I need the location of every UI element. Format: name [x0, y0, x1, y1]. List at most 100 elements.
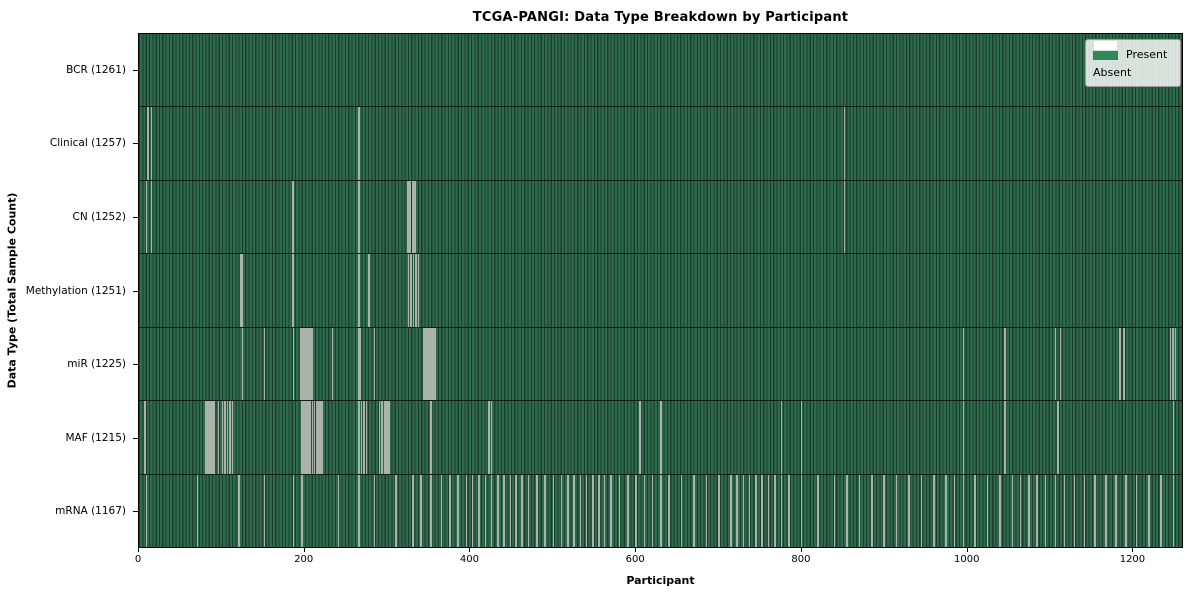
y-tick-mark: [133, 511, 138, 513]
absent-mark: [603, 474, 606, 547]
absent-mark: [1063, 474, 1066, 547]
y-tick-mark: [133, 143, 138, 145]
absent-mark: [409, 180, 412, 254]
absent-mark: [427, 327, 430, 401]
absent-mark: [755, 474, 757, 547]
absent-mark: [414, 180, 417, 254]
absent-mark: [1083, 474, 1086, 547]
absent-mark: [1054, 474, 1057, 547]
absent-mark: [521, 474, 523, 547]
absent-mark: [417, 254, 420, 327]
absent-mark: [717, 474, 720, 547]
absent-mark: [308, 327, 311, 401]
absent-mark: [1004, 327, 1006, 401]
absent-mark: [573, 474, 575, 547]
absent-mark: [407, 254, 410, 327]
absent-mark: [309, 401, 311, 474]
absent-mark: [974, 474, 976, 547]
absent-mark: [490, 474, 493, 547]
absent-mark: [388, 401, 391, 474]
absent-mark: [817, 474, 819, 547]
absent-mark: [434, 327, 436, 401]
absent-mark: [1124, 474, 1127, 547]
row-cn: [139, 180, 1182, 255]
absent-mark: [800, 401, 803, 474]
absent-mark: [660, 401, 662, 474]
absent-mark: [430, 327, 433, 401]
absent-mark: [643, 474, 646, 547]
y-tick-mark: [133, 216, 138, 218]
legend-entry-absent: Absent: [1093, 40, 1173, 81]
row-mir: [139, 327, 1182, 402]
absent-mark: [1172, 474, 1175, 547]
absent-mark: [378, 401, 381, 474]
absent-mark: [217, 401, 220, 474]
absent-mark: [953, 474, 956, 547]
absent-mark: [484, 474, 487, 547]
absent-mark: [363, 401, 365, 474]
absent-mark: [263, 327, 266, 401]
x-tick-label: 800: [791, 554, 811, 565]
absent-mark: [478, 474, 480, 547]
absent-mark: [780, 474, 783, 547]
absent-mark: [301, 401, 303, 474]
y-tick-mark: [133, 69, 138, 71]
absent-mark: [843, 107, 846, 180]
x-tick-label: 0: [134, 554, 142, 565]
absent-mark: [205, 401, 207, 474]
absent-mark: [552, 474, 555, 547]
absent-mark: [767, 474, 770, 547]
x-tick-mark: [469, 548, 471, 552]
absent-mark: [311, 327, 314, 401]
absent-mark: [145, 474, 148, 547]
absent-mark: [310, 327, 312, 401]
absent-mark: [1169, 327, 1172, 401]
absent-mark: [1044, 474, 1047, 547]
y-tick-label: Clinical (1257): [49, 137, 126, 150]
x-tick-label: 1200: [1119, 554, 1146, 565]
absent-mark: [693, 474, 695, 547]
absent-mark: [598, 474, 600, 547]
absent-mark: [337, 474, 340, 547]
absent-mark: [560, 474, 563, 547]
absent-mark: [651, 474, 654, 547]
absent-mark: [986, 474, 989, 547]
absent-mark: [241, 327, 244, 401]
absent-mark: [311, 401, 314, 474]
absent-mark: [660, 474, 662, 547]
y-tick-mark: [133, 437, 138, 439]
absent-mark: [488, 401, 490, 474]
x-tick-label: 600: [625, 554, 645, 565]
absent-mark: [368, 254, 370, 327]
row-mrna: [139, 474, 1182, 547]
absent-mark: [846, 474, 848, 547]
absent-mark: [1174, 327, 1177, 401]
absent-mark: [920, 474, 923, 547]
absent-mark: [536, 474, 538, 547]
absent-mark: [358, 107, 360, 180]
absent-mark: [502, 474, 505, 547]
plot-area: [138, 33, 1183, 548]
absent-mark: [1148, 474, 1150, 547]
absent-mark: [301, 327, 303, 401]
absent-mark: [843, 180, 846, 254]
absent-mark: [292, 474, 295, 547]
absent-mark: [490, 401, 493, 474]
absent-mark: [211, 401, 214, 474]
legend-swatch-absent-icon: [1093, 40, 1118, 51]
absent-mark: [1123, 327, 1125, 401]
absent-mark: [908, 474, 910, 547]
absent-mark: [292, 180, 294, 254]
absent-mark: [358, 180, 360, 254]
y-tick-labels: BCR (1261) Clinical (1257) CN (1252) Methyl…: [0, 33, 130, 548]
absent-mark: [306, 327, 308, 401]
row-methylation: [139, 254, 1182, 328]
absent-mark: [788, 474, 790, 547]
absent-mark: [302, 327, 305, 401]
absent-mark: [147, 107, 149, 180]
legend: Present Absent: [1085, 39, 1181, 87]
absent-mark: [425, 327, 427, 401]
absent-mark: [1019, 474, 1022, 547]
absent-mark: [303, 327, 306, 401]
absent-mark: [406, 180, 409, 254]
